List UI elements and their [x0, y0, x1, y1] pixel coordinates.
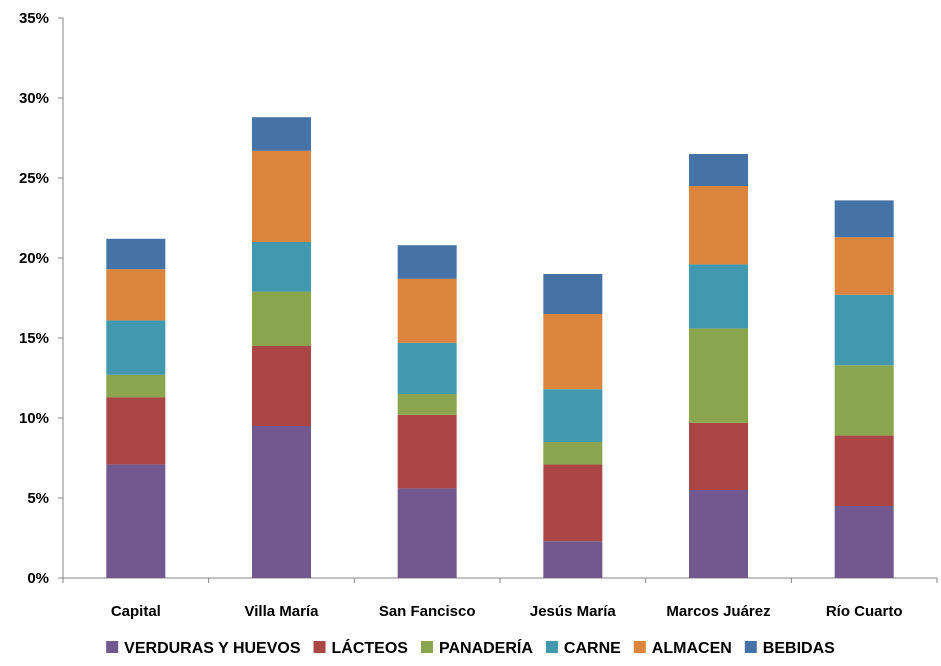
legend-label: PANADERÍA	[439, 638, 533, 657]
x-tick-labels: Capital Villa María San Fancisco Jesús Marí…	[111, 603, 903, 620]
legend-item: VERDURAS Y HUEVOS	[106, 640, 301, 657]
bar-segment	[106, 269, 166, 321]
y-tick-labels: 0% 5% 10% 15% 20% 25% 30% 35%	[19, 10, 49, 587]
x-tick-label: San Fancisco	[379, 603, 476, 620]
bar-segment	[834, 506, 894, 578]
bar-segment	[106, 397, 166, 465]
legend-label: ALMACEN	[652, 640, 732, 657]
x-tick-label: Río Cuarto	[826, 603, 903, 620]
bar-segment	[834, 294, 894, 366]
legend-item: LÁCTEOS	[313, 638, 409, 657]
legend-swatch	[106, 641, 119, 653]
legend-swatch	[744, 641, 757, 653]
x-tick-label: Capital	[111, 603, 161, 620]
bar-segment	[252, 242, 311, 292]
bar-segment	[252, 150, 311, 242]
bars	[106, 117, 894, 578]
bar-segment	[834, 435, 894, 506]
legend-label: VERDURAS Y HUEVOS	[124, 640, 301, 657]
bar-segment	[106, 238, 166, 270]
bar-segment	[689, 154, 748, 186]
legend-swatch	[633, 641, 646, 653]
bar-segment	[689, 264, 748, 329]
bar-segment	[689, 422, 748, 490]
bar-segment	[543, 442, 603, 465]
legend-item: ALMACEN	[633, 640, 732, 657]
bar-segment	[106, 374, 166, 398]
legend-item: CARNE	[545, 640, 621, 657]
bar-segment	[689, 328, 748, 423]
bar-segment	[397, 414, 457, 489]
x-tick-label: Marcos Juárez	[666, 603, 770, 620]
legend-item: PANADERÍA	[420, 638, 533, 657]
legend-label: CARNE	[564, 640, 621, 657]
bar-segment	[252, 291, 311, 346]
bar-segment	[252, 117, 311, 151]
y-tick-label: 5%	[27, 490, 49, 507]
bar-segment	[834, 365, 894, 436]
bar-segment	[689, 186, 748, 265]
legend: VERDURAS Y HUEVOS LÁCTEOS PANADERÍA CARNE AL…	[106, 638, 835, 657]
y-tick-label: 30%	[19, 90, 49, 107]
x-tick-label: Jesús María	[530, 603, 617, 620]
legend-swatch	[545, 641, 558, 653]
y-tick-label: 0%	[27, 570, 49, 587]
bar-segment	[543, 274, 603, 314]
bar-segment	[543, 464, 603, 542]
legend-swatch	[313, 641, 326, 653]
bar-segment	[397, 278, 457, 343]
legend-swatch	[420, 641, 433, 653]
bar-segment	[543, 314, 603, 390]
bar-segment	[834, 200, 894, 238]
bar-segment	[106, 320, 166, 375]
legend-label: LÁCTEOS	[332, 638, 409, 657]
bar-segment	[689, 490, 748, 578]
bar-segment	[252, 426, 311, 578]
bar-segment	[397, 394, 457, 415]
bar-segment	[543, 389, 603, 442]
bar-segment	[106, 464, 166, 578]
bar-segment	[397, 342, 457, 394]
y-tick-label: 35%	[19, 10, 49, 27]
y-tick-label: 25%	[19, 170, 49, 187]
y-tick-label: 10%	[19, 410, 49, 427]
x-tick-label: Villa María	[245, 603, 320, 620]
bar-segment	[252, 346, 311, 426]
legend-item: BEBIDAS	[744, 640, 835, 657]
y-tick-label: 15%	[19, 330, 49, 347]
y-tick-label: 20%	[19, 250, 49, 267]
bar-segment	[543, 541, 603, 578]
legend-label: BEBIDAS	[763, 640, 835, 657]
bar-segment	[397, 245, 457, 279]
bar-segment	[834, 237, 894, 295]
bar-segment	[397, 488, 457, 578]
axes	[58, 17, 938, 583]
